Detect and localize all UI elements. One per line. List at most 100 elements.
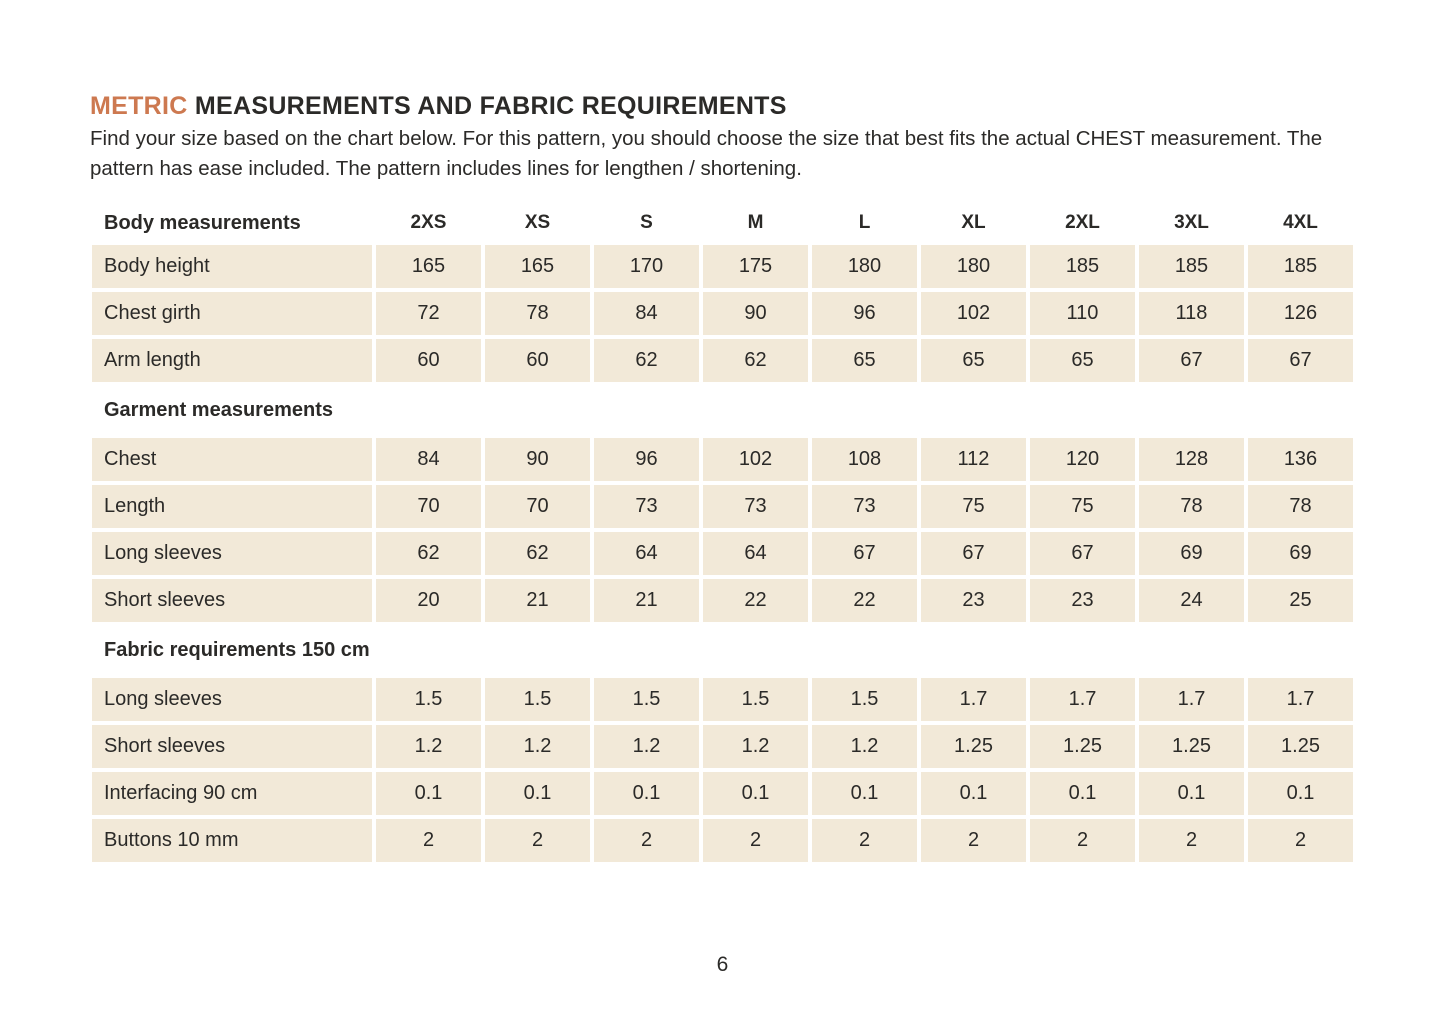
value-cell: 78 (1139, 485, 1244, 528)
value-cell: 75 (921, 485, 1026, 528)
row-label: Short sleeves (92, 725, 372, 768)
row-label: Chest (92, 438, 372, 481)
value-cell: 64 (703, 532, 808, 575)
value-cell: 2 (703, 819, 808, 862)
value-cell: 1.5 (376, 678, 481, 721)
page-number: 6 (716, 953, 729, 976)
value-cell: 1.2 (703, 725, 808, 768)
value-cell: 0.1 (703, 772, 808, 815)
value-cell: 2 (1030, 819, 1135, 862)
value-cell: 75 (1030, 485, 1135, 528)
value-cell: 62 (485, 532, 590, 575)
value-cell: 65 (1030, 339, 1135, 382)
value-cell: 102 (921, 292, 1026, 335)
value-cell: 0.1 (594, 772, 699, 815)
value-cell: 23 (1030, 579, 1135, 622)
row-label: Chest girth (92, 292, 372, 335)
value-cell: 96 (594, 438, 699, 481)
value-cell: 165 (485, 245, 590, 288)
value-cell: 1.2 (594, 725, 699, 768)
row-label: Short sleeves (92, 579, 372, 622)
size-column-header-3xl: 3XL (1174, 212, 1209, 233)
size-column-header-s: S (640, 212, 653, 233)
value-cell: 2 (1248, 819, 1353, 862)
value-cell: 110 (1030, 292, 1135, 335)
value-cell: 1.25 (1248, 725, 1353, 768)
value-cell: 90 (703, 292, 808, 335)
value-cell: 180 (812, 245, 917, 288)
size-column-header-xl: XL (961, 212, 986, 233)
value-cell: 102 (703, 438, 808, 481)
value-cell: 120 (1030, 438, 1135, 481)
section-heading: Garment measurements (104, 398, 333, 421)
value-cell: 2 (921, 819, 1026, 862)
value-cell: 1.5 (812, 678, 917, 721)
value-cell: 1.25 (921, 725, 1026, 768)
intro-paragraph: Find your size based on the chart below.… (90, 127, 1323, 180)
table-header-label: Body measurements (104, 211, 301, 234)
page-title-accent: METRIC (90, 92, 188, 120)
value-cell: 180 (921, 245, 1026, 288)
value-cell: 67 (1030, 532, 1135, 575)
value-cell: 1.7 (921, 678, 1026, 721)
value-cell: 22 (703, 579, 808, 622)
value-cell: 1.5 (594, 678, 699, 721)
value-cell: 73 (703, 485, 808, 528)
value-cell: 67 (812, 532, 917, 575)
value-cell: 90 (485, 438, 590, 481)
size-table: Body measurements 2XS XS S M L XL 2XL 3XL 4XL Body… (92, 205, 1353, 862)
size-column-header-m: M (747, 212, 764, 233)
value-cell: 2 (376, 819, 481, 862)
row-label: Length (92, 485, 372, 528)
value-cell: 67 (1248, 339, 1353, 382)
value-cell: 62 (703, 339, 808, 382)
value-cell: 70 (376, 485, 481, 528)
value-cell: 2 (812, 819, 917, 862)
value-cell: 118 (1139, 292, 1244, 335)
value-cell: 1.2 (376, 725, 481, 768)
value-cell: 73 (594, 485, 699, 528)
value-cell: 126 (1248, 292, 1353, 335)
value-cell: 78 (1248, 485, 1353, 528)
value-cell: 185 (1139, 245, 1244, 288)
size-column-header-2xs: 2XS (410, 212, 447, 233)
row-label: Buttons 10 mm (92, 819, 372, 862)
value-cell: 165 (376, 245, 481, 288)
row-label: Interfacing 90 cm (92, 772, 372, 815)
page-title-rest: MEASUREMENTS AND FABRIC REQUIREMENTS (187, 92, 787, 120)
value-cell: 69 (1248, 532, 1353, 575)
value-cell: 65 (812, 339, 917, 382)
value-cell: 20 (376, 579, 481, 622)
value-cell: 1.7 (1248, 678, 1353, 721)
value-cell: 24 (1139, 579, 1244, 622)
value-cell: 67 (1139, 339, 1244, 382)
value-cell: 112 (921, 438, 1026, 481)
value-cell: 96 (812, 292, 917, 335)
value-cell: 2 (1139, 819, 1244, 862)
value-cell: 170 (594, 245, 699, 288)
size-column-header-xs: XS (524, 212, 551, 233)
row-label: Long sleeves (92, 678, 372, 721)
size-column-header-2xl: 2XL (1065, 212, 1100, 233)
value-cell: 185 (1248, 245, 1353, 288)
value-cell: 23 (921, 579, 1026, 622)
value-cell: 0.1 (812, 772, 917, 815)
value-cell: 21 (485, 579, 590, 622)
value-cell: 185 (1030, 245, 1135, 288)
value-cell: 67 (921, 532, 1026, 575)
value-cell: 2 (594, 819, 699, 862)
value-cell: 64 (594, 532, 699, 575)
value-cell: 1.5 (703, 678, 808, 721)
value-cell: 72 (376, 292, 481, 335)
value-cell: 0.1 (921, 772, 1026, 815)
page-title: METRIC MEASUREMENTS AND FABRIC REQUIREME… (90, 92, 787, 121)
row-label: Arm length (92, 339, 372, 382)
value-cell: 0.1 (376, 772, 481, 815)
value-cell: 175 (703, 245, 808, 288)
value-cell: 0.1 (1030, 772, 1135, 815)
value-cell: 0.1 (485, 772, 590, 815)
value-cell: 1.7 (1139, 678, 1244, 721)
value-cell: 1.25 (1030, 725, 1135, 768)
value-cell: 1.2 (812, 725, 917, 768)
